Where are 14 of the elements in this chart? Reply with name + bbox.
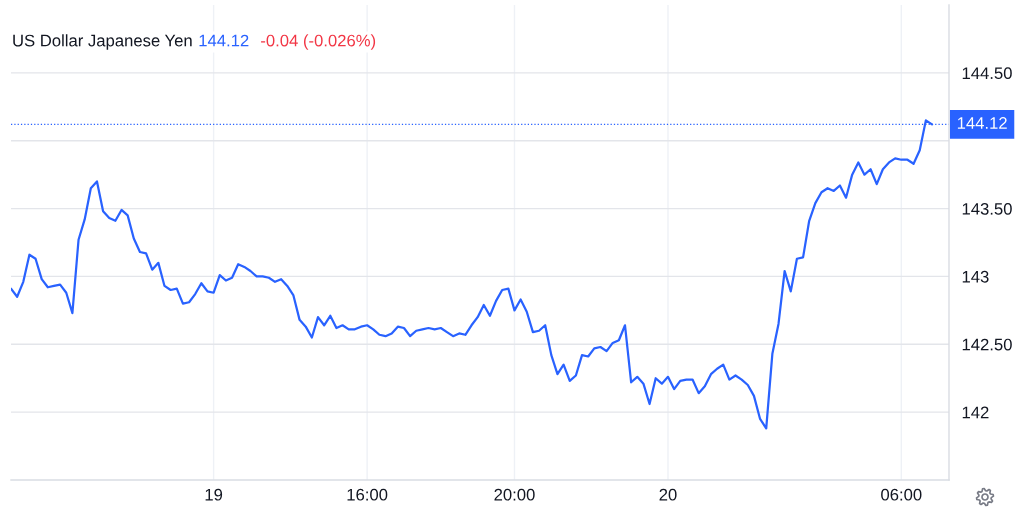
x-tick-label: 20:00 — [494, 488, 535, 501]
y-tick-label: 144.50 — [962, 67, 1012, 80]
annotation: -0.04 (-0.026%) — [261, 34, 376, 50]
y-tick-label: 142.50 — [962, 338, 1012, 351]
y-tick-label: 142 — [962, 406, 989, 419]
x-tick-label: 16:00 — [347, 488, 388, 501]
text: US Dollar Japanese Yen — [13, 34, 192, 50]
x-tick-label: 06:00 — [881, 488, 922, 501]
annotation: 144.12 — [199, 34, 249, 47]
ref-line-label: 144.12 — [957, 117, 1007, 129]
y-tick-label: 143 — [962, 270, 989, 283]
x-tick-label: 19 — [205, 488, 223, 501]
x-tick-label: 20 — [659, 488, 677, 501]
y-tick-label: 143.50 — [962, 202, 1012, 215]
